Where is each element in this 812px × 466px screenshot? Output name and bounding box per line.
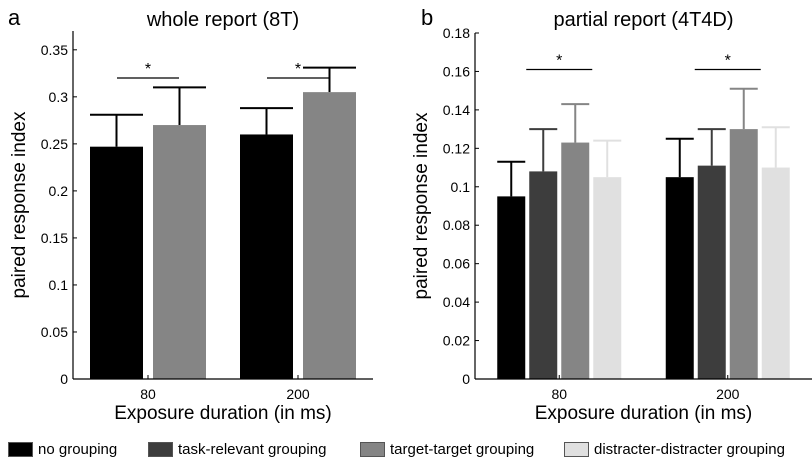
- legend-label: target-target grouping: [390, 441, 535, 458]
- y-tick-label: 0.2: [49, 183, 69, 199]
- bar: [665, 177, 694, 379]
- y-tick-label: 0.12: [443, 140, 470, 156]
- significance-marker: *: [295, 61, 301, 78]
- legend-swatch-no-grouping: [8, 442, 33, 457]
- y-tick-label: 0.16: [443, 63, 470, 79]
- y-tick-label: 0.15: [41, 230, 68, 246]
- x-axis-label: Exposure duration (in ms): [535, 403, 753, 424]
- bar: [729, 129, 758, 379]
- figure: a whole report (8T) 0 0.05 0.1 0.15 0.2 0.25 0.3…: [8, 5, 812, 424]
- significance-marker: *: [556, 53, 562, 70]
- y-tick-label: 0.08: [443, 217, 470, 233]
- y-tick-label: 0.3: [49, 89, 69, 105]
- y-tick-label: 0.14: [443, 102, 470, 118]
- bar: [90, 146, 143, 379]
- legend-label: distracter-distracter grouping: [594, 441, 785, 458]
- legend-swatch-task-relevant-grouping: [148, 442, 173, 457]
- chart-panel-a: a whole report (8T) 0 0.05 0.1 0.15 0.2 0.25 0.3…: [8, 5, 373, 424]
- x-axis-label: Exposure duration (in ms): [114, 403, 332, 424]
- y-tick-label: 0: [60, 371, 68, 387]
- y-tick-label: 0.18: [443, 25, 470, 41]
- bar: [761, 167, 790, 379]
- y-tick-label: 0.25: [41, 136, 68, 152]
- chart-panel-b: b partial report (4T4D) 0 0.02 0.04 0.06 0.08 0…: [411, 5, 812, 424]
- significance-marker: *: [145, 61, 151, 78]
- significance-marker: *: [725, 53, 731, 70]
- x-tick-label: 80: [140, 386, 156, 402]
- bar: [561, 142, 590, 379]
- y-axis-label: paired response index: [9, 111, 30, 298]
- y-tick-label: 0.04: [443, 294, 470, 310]
- chart-title: partial report (4T4D): [553, 9, 733, 31]
- legend-swatch-distracter-distracter-grouping: [564, 442, 589, 457]
- y-tick-label: 0.06: [443, 256, 470, 272]
- bar: [240, 134, 293, 379]
- y-axis-label: paired response index: [411, 112, 432, 299]
- y-tick-label: 0.05: [41, 324, 68, 340]
- legend-item-target-target-grouping: target-target grouping: [360, 441, 534, 458]
- bar: [529, 171, 558, 379]
- x-tick-label: 200: [716, 386, 740, 402]
- bar: [497, 196, 526, 379]
- legend-item-task-relevant-grouping: task-relevant grouping: [148, 441, 326, 458]
- legend: no grouping task-relevant grouping targe…: [0, 441, 812, 463]
- y-tick-label: 0.02: [443, 333, 470, 349]
- legend-label: task-relevant grouping: [178, 441, 327, 458]
- y-tick-label: 0: [462, 371, 470, 387]
- panel-label: a: [8, 5, 21, 30]
- y-tick-label: 0.1: [451, 179, 471, 195]
- bar: [153, 125, 206, 380]
- panel-label: b: [421, 5, 433, 30]
- legend-item-no-grouping: no grouping: [8, 441, 117, 458]
- y-tick-label: 0.35: [41, 42, 68, 58]
- bar: [303, 92, 356, 379]
- bar: [697, 165, 726, 379]
- legend-swatch-target-target-grouping: [360, 442, 385, 457]
- y-tick-label: 0.1: [49, 277, 69, 293]
- chart-title: whole report (8T): [146, 9, 299, 31]
- x-tick-label: 200: [286, 386, 310, 402]
- legend-item-distracter-distracter-grouping: distracter-distracter grouping: [564, 441, 785, 458]
- legend-label: no grouping: [38, 441, 118, 458]
- bar: [593, 177, 622, 379]
- x-tick-label: 80: [551, 386, 567, 402]
